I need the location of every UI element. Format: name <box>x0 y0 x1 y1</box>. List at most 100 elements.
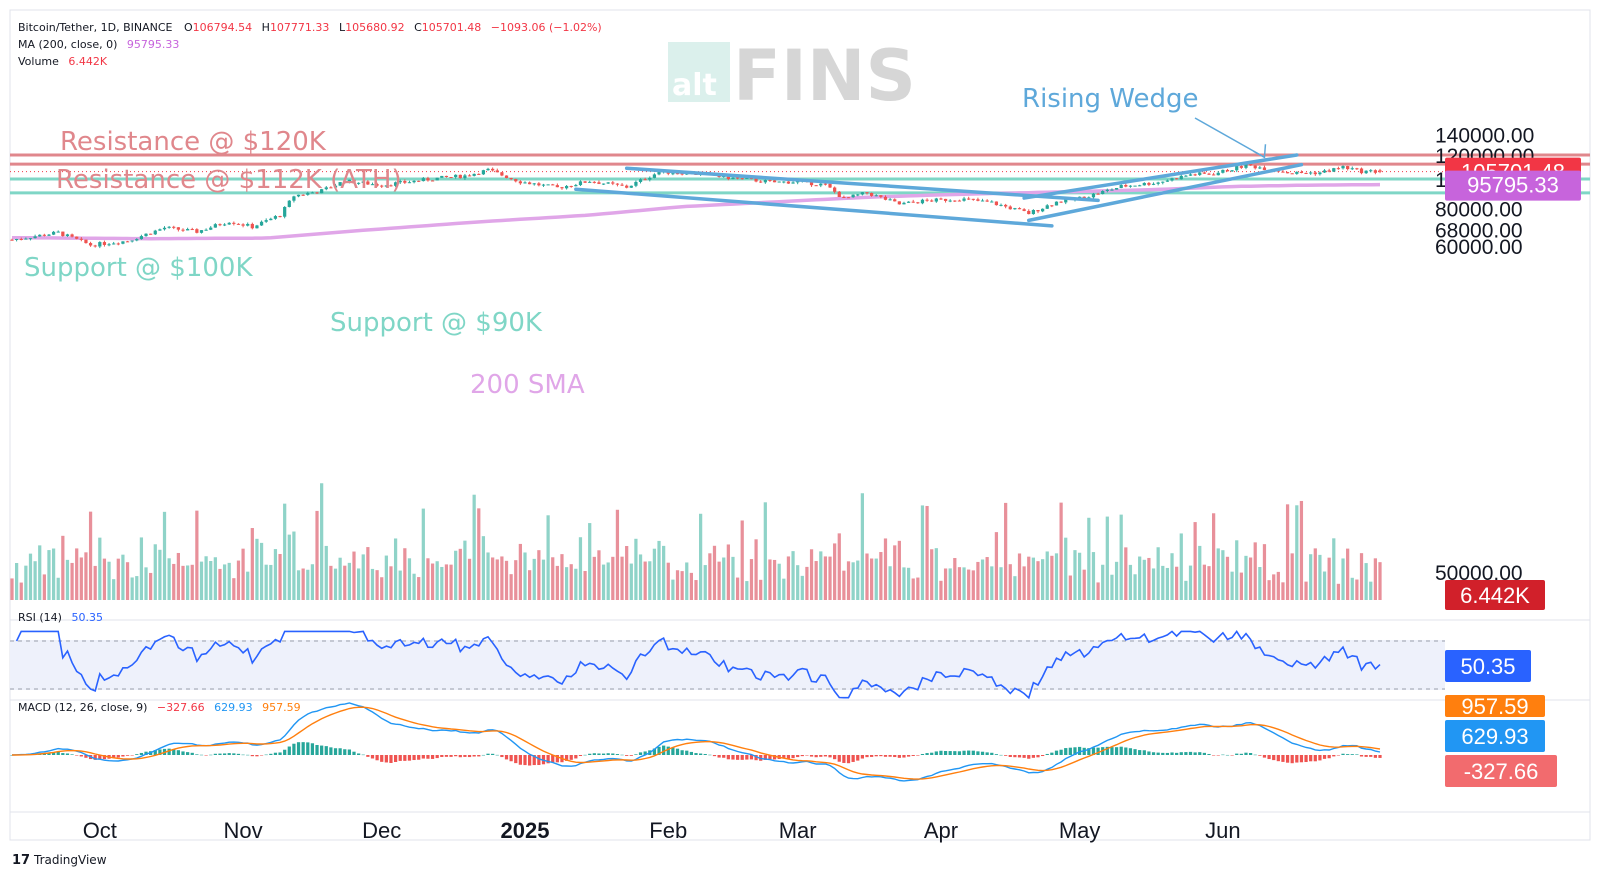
candle-body <box>1378 170 1382 172</box>
macd-label[interactable]: MACD (12, 26, close, 9) <box>18 701 147 714</box>
macd-hist-bar <box>675 748 680 755</box>
volume-bar <box>897 540 901 600</box>
volume-bar <box>1193 522 1197 600</box>
macd-hist-bar <box>1327 755 1331 759</box>
macd-hist-bar <box>763 755 767 760</box>
rsi-label[interactable]: RSI (14) <box>18 611 62 624</box>
macd-hist-bar <box>1216 755 1220 756</box>
volume-bar <box>1022 566 1026 600</box>
candle-body <box>125 241 130 243</box>
candle-body <box>856 194 860 196</box>
macd-hist-bar <box>255 755 259 757</box>
volume-bar <box>153 544 157 600</box>
volume-bar <box>703 565 707 600</box>
candle-body <box>458 174 462 179</box>
candle-body <box>828 183 832 188</box>
volume-bar <box>823 556 828 600</box>
candle-body <box>1225 169 1230 172</box>
candle-body <box>1105 189 1109 192</box>
volume-bar <box>934 548 938 600</box>
candle-body <box>324 187 328 190</box>
candle-body <box>1022 209 1026 211</box>
macd-hist-bar <box>357 753 361 755</box>
candle-body <box>417 180 421 182</box>
macd-hist-value: −327.66 <box>157 701 205 714</box>
macd-hist-bar <box>611 753 615 755</box>
candle-body <box>107 244 111 246</box>
macd-hist-bar <box>1142 750 1146 755</box>
rsi-line[interactable] <box>15 629 1381 700</box>
candle-body <box>925 199 929 201</box>
candle-body <box>213 224 217 228</box>
resistance-120k-label: Resistance @ $120K <box>60 127 327 157</box>
volume-bar <box>375 570 379 600</box>
volume-bar <box>283 503 287 600</box>
candle-body <box>782 181 786 183</box>
macd-hist-bar <box>158 749 162 755</box>
candle-body <box>953 200 957 202</box>
sma-200-line[interactable] <box>12 182 1381 241</box>
candle-body <box>1262 167 1267 171</box>
candle-body <box>569 185 573 187</box>
volume-bar <box>472 494 476 600</box>
candle-body <box>500 172 504 176</box>
candle-body <box>357 182 361 184</box>
candle-body <box>195 229 199 233</box>
macd-hist-bar <box>1017 755 1022 758</box>
price-tick-label: 68000.00 <box>1435 220 1523 243</box>
candle-body <box>1253 165 1257 169</box>
macd-hist-bar <box>1041 755 1045 757</box>
altfins-logo-prefix: alt <box>672 68 717 103</box>
candle-body <box>121 241 125 244</box>
volume-bar <box>56 577 60 600</box>
price-tick-label: 140000.00 <box>1435 125 1534 148</box>
signal-line[interactable] <box>12 706 1381 780</box>
volume-bar <box>555 565 559 600</box>
volume-tag-text: 6.442K <box>1460 583 1530 608</box>
volume-bar <box>870 558 874 600</box>
macd-line[interactable] <box>11 702 1381 782</box>
macd-hist-bar <box>421 755 425 759</box>
volume-bar <box>435 561 439 600</box>
macd-line-tag-box <box>1445 720 1545 752</box>
candle-body <box>518 181 522 184</box>
candle-body <box>310 192 315 194</box>
candle-body <box>1202 172 1206 174</box>
macd-hist-bar <box>948 751 952 755</box>
macd-histogram <box>10 742 1382 766</box>
volume-bar <box>1285 504 1290 600</box>
volume-label[interactable]: Volume <box>18 55 59 68</box>
volume-bar <box>1179 533 1183 600</box>
candle-body <box>186 229 190 231</box>
volume-bar <box>1064 537 1068 600</box>
macd-hist-bar <box>301 742 305 755</box>
volume-bar <box>1073 550 1077 600</box>
volume-bar <box>430 563 435 600</box>
candle-body <box>1096 193 1100 195</box>
macd-hist-bar <box>805 755 809 756</box>
candle-body <box>65 234 70 237</box>
macd-hist-bar <box>1170 752 1174 755</box>
close-label: C <box>414 21 422 34</box>
macd-hist-bar <box>283 749 287 755</box>
volume-bar <box>440 566 444 600</box>
low-label: L <box>339 21 346 34</box>
candle-body <box>749 178 754 180</box>
macd-hist-bar <box>1175 752 1179 755</box>
chart-frame <box>9 9 1591 841</box>
tradingview-footer[interactable]: 17 TradingView <box>12 853 107 868</box>
volume-bar <box>574 568 578 600</box>
macd-hist-bar <box>957 751 962 755</box>
ma-label[interactable]: MA (200, close, 0) <box>18 38 117 51</box>
symbol-name[interactable]: Bitcoin/Tether, 1D, BINANCE <box>18 21 173 34</box>
volume-bar <box>537 550 541 600</box>
volume-bar <box>828 556 832 600</box>
candle-body <box>537 183 541 186</box>
candle-body <box>934 198 938 202</box>
candle-body <box>320 189 324 194</box>
macd-hist-bar <box>934 751 938 755</box>
volume-bar <box>1124 547 1128 600</box>
volume-bar <box>255 538 259 600</box>
candle-body <box>574 185 578 187</box>
